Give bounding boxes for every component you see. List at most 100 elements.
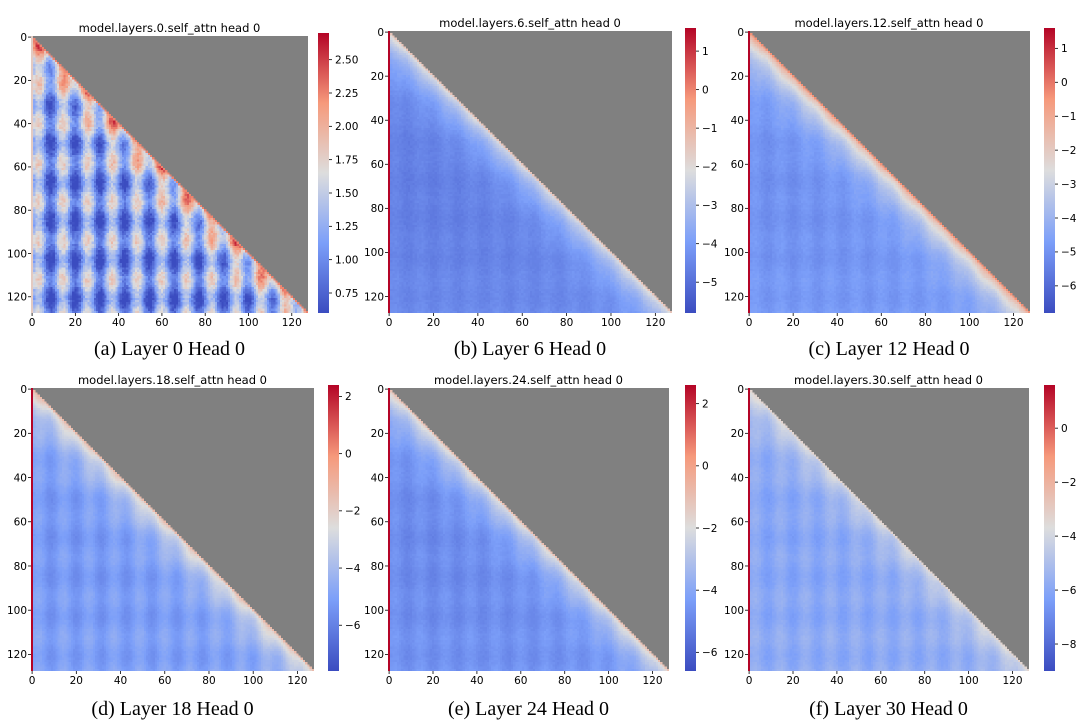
y-tick-label: 40: [731, 115, 744, 127]
heatmap-panel-2: model.layers.12.self_attn head 0 0 20 40 60 8…: [724, 16, 1077, 360]
colorbar-tick-label: 2.50: [335, 54, 358, 66]
y-tick-label: 40: [371, 472, 384, 484]
x-tick-label: 20: [786, 317, 799, 329]
y-tick-label: 100: [7, 605, 27, 617]
colorbar-tick-label: −6: [1061, 585, 1077, 597]
heatmap-panel-4: model.layers.24.self_attn head 00 20 40 60 8…: [364, 373, 718, 720]
colorbar-tick-label: 2.25: [335, 88, 358, 100]
colorbar-tick-label: −5: [1061, 247, 1076, 259]
x-tick-label: 20: [69, 317, 82, 329]
x-tick-label: 120: [287, 675, 307, 687]
colorbar-tick-label: −6: [1061, 281, 1077, 293]
y-tick-label: 20: [371, 428, 384, 440]
heatmap-panel-0: model.layers.0.self_attn head 0 0 20 40 60 80…: [7, 21, 358, 360]
y-tick-label: 40: [14, 472, 27, 484]
y-tick-label: 0: [20, 384, 27, 396]
y-tick-label: 80: [371, 203, 384, 215]
y-tick-label: 120: [7, 292, 27, 304]
colorbar: [1044, 385, 1055, 671]
x-tick-label: 60: [514, 675, 527, 687]
x-tick-label: 100: [959, 317, 979, 329]
y-tick-label: 0: [737, 27, 744, 39]
heatmap-panel-1: model.layers.6.self_attn head 0 0 20 40 60 80…: [364, 16, 718, 360]
y-tick-label: 120: [724, 649, 744, 661]
heatmap-cells: [748, 31, 1030, 313]
colorbar: [685, 28, 696, 313]
colorbar-tick-label: 0: [1061, 423, 1068, 435]
chart-title: model.layers.24.self_attn head 0: [434, 373, 623, 387]
x-tick-label: 0: [386, 675, 393, 687]
heatmap-cells: [31, 388, 314, 671]
x-tick-label: 0: [386, 317, 393, 329]
x-tick-label: 40: [112, 317, 125, 329]
y-tick-label: 40: [731, 472, 744, 484]
x-tick-label: 0: [29, 317, 36, 329]
y-tick-label: 120: [7, 649, 27, 661]
y-tick-label: 100: [7, 248, 27, 260]
x-tick-label: 0: [746, 317, 753, 329]
figure-caption: (e) Layer 24 Head 0: [448, 698, 609, 720]
heatmap-panel-5: model.layers.30.self_attn head 0 0 20 40 60 8…: [724, 373, 1077, 720]
x-tick-label: 120: [643, 675, 663, 687]
colorbar-tick-label: 0: [1061, 77, 1068, 89]
colorbar-tick-label: 2.00: [335, 121, 358, 133]
colorbar-tick-label: −4: [702, 585, 718, 597]
x-tick-label: 20: [427, 317, 440, 329]
colorbar-tick-label: 1.50: [335, 188, 358, 200]
y-tick-label: 100: [364, 247, 384, 259]
x-tick-label: 40: [470, 675, 483, 687]
y-tick-label: 20: [14, 75, 27, 87]
x-tick-label: 60: [874, 675, 887, 687]
figure-caption: (a) Layer 0 Head 0: [94, 338, 245, 360]
colorbar-tick-label: −3: [1061, 179, 1076, 191]
x-tick-label: 20: [70, 675, 83, 687]
heatmap-panel-3: model.layers.18.self_attn head 00 20 40 60 8…: [7, 373, 361, 720]
colorbar-tick-label: 1.25: [335, 221, 358, 233]
colorbar-tick-label: 2: [702, 398, 709, 410]
colorbar-tick-label: −4: [1061, 531, 1077, 543]
chart-title: model.layers.30.self_attn head 0: [794, 373, 983, 387]
heatmap-cells: [388, 388, 669, 671]
colorbar-tick-label: 1.75: [335, 154, 358, 166]
colorbar-tick-label: −4: [1061, 213, 1077, 225]
heatmap-cells: [748, 388, 1029, 671]
x-tick-label: 60: [158, 675, 171, 687]
colorbar-tick-label: 1: [702, 46, 709, 58]
colorbar-tick-label: 0.75: [335, 288, 358, 300]
x-tick-label: 60: [875, 317, 888, 329]
colorbar-tick-label: −5: [702, 277, 717, 289]
x-tick-label: 120: [1003, 675, 1023, 687]
x-tick-label: 80: [919, 317, 932, 329]
colorbar-tick-label: 0: [702, 461, 709, 473]
chart-title: model.layers.12.self_attn head 0: [794, 16, 983, 30]
y-tick-label: 80: [14, 205, 27, 217]
x-tick-label: 80: [918, 675, 931, 687]
colorbar-tick-label: −4: [345, 563, 361, 575]
colorbar-tick-label: 2: [345, 391, 352, 403]
colorbar-tick-label: −1: [1061, 111, 1076, 123]
colorbar-tick-label: 0: [345, 448, 352, 460]
chart-title: model.layers.0.self_attn head 0: [79, 21, 261, 35]
y-tick-label: 40: [14, 118, 27, 130]
y-tick-label: 100: [364, 605, 384, 617]
y-tick-label: 100: [724, 247, 744, 259]
x-tick-label: 60: [155, 317, 168, 329]
x-tick-label: 60: [516, 317, 529, 329]
x-tick-label: 80: [558, 675, 571, 687]
y-tick-label: 120: [364, 649, 384, 661]
figure-caption: (f) Layer 30 Head 0: [809, 698, 968, 720]
y-tick-label: 0: [377, 384, 384, 396]
colorbar-tick-label: 1: [1061, 43, 1068, 55]
colorbar-tick-label: −4: [702, 238, 718, 250]
x-tick-label: 100: [599, 675, 619, 687]
figure-caption: (d) Layer 18 Head 0: [91, 698, 253, 720]
x-tick-label: 100: [959, 675, 979, 687]
x-tick-label: 120: [1003, 317, 1023, 329]
colorbar-tick-label: −2: [1061, 477, 1076, 489]
y-tick-label: 60: [731, 159, 744, 171]
colorbar-tick-label: −2: [1061, 145, 1076, 157]
heatmap-cells: [388, 31, 672, 313]
x-tick-label: 40: [830, 675, 843, 687]
x-tick-label: 40: [471, 317, 484, 329]
